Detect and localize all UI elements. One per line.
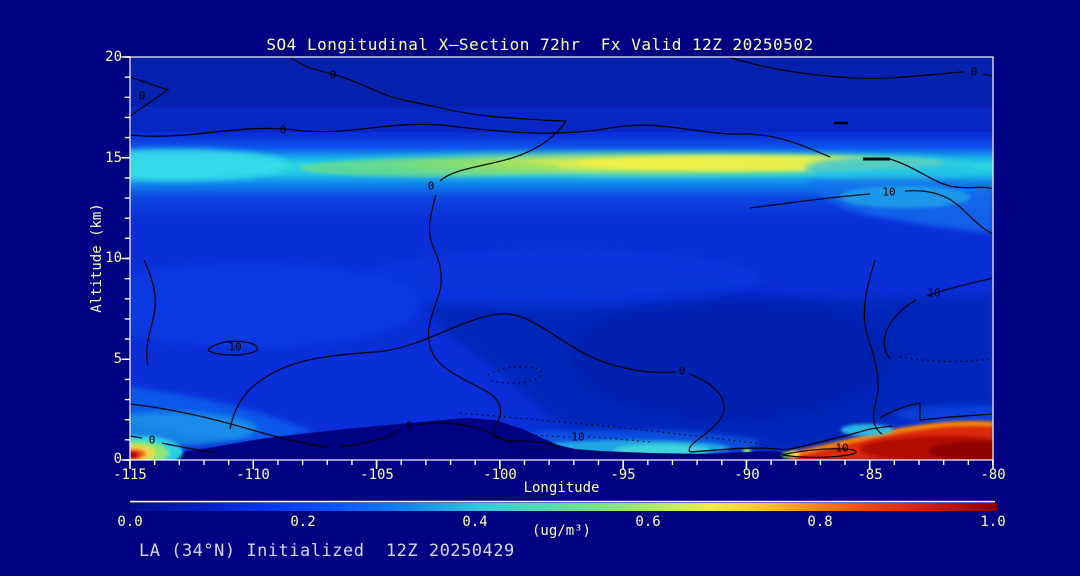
colorbar-tick-label: 0.2: [290, 514, 316, 530]
y-tick-label: 5: [113, 351, 122, 367]
contour-lines-dotted: [459, 356, 991, 456]
contour-label: 0: [427, 179, 435, 193]
terrain-silhouette: [158, 418, 993, 460]
colorbar-unit-label: (ug/m³): [531, 523, 591, 539]
colorbar-tick-label: 0.8: [807, 514, 833, 530]
contour-label: 0: [279, 123, 287, 137]
colorbar-gradient: [130, 503, 997, 511]
contour-label: 0: [148, 433, 156, 447]
y-tick-label: 0: [113, 451, 122, 467]
contour-label: 10: [927, 286, 941, 300]
x-tick-label: -95: [610, 467, 636, 483]
contour-label: 10: [571, 430, 585, 444]
x-tick-label: -105: [360, 467, 394, 483]
surface-hotspot-west: [130, 436, 183, 460]
y-tick-label: 10: [105, 250, 122, 266]
surface-hotspot-east: [782, 405, 993, 460]
contour-label: 10: [835, 441, 849, 455]
contour-label: 0: [329, 68, 337, 82]
x-axis-title: Longitude: [523, 480, 600, 496]
x-tick-label: -85: [857, 467, 883, 483]
elevated-plume-band: [130, 135, 993, 233]
plot-area: [130, 57, 993, 460]
chart-title: SO4 Longitudinal X—Section 72hr Fx Valid…: [266, 35, 814, 54]
contour-label: 0: [405, 419, 413, 433]
contour-label: 0: [678, 364, 686, 378]
colorbar-tick-label: 0.0: [117, 514, 143, 530]
contour-label: 0: [138, 89, 146, 103]
init-caption: LA (34°N) Initialized 12Z 20250429: [139, 541, 515, 561]
x-tick-label: -115: [113, 467, 147, 483]
x-tick-label: -90: [734, 467, 760, 483]
concentration-field: [130, 57, 993, 460]
colorbar-tick-label: 1.0: [980, 514, 1006, 530]
contour-lines: [130, 57, 993, 459]
colorbar-axis-line: [130, 500, 995, 503]
x-tick-label: -80: [980, 467, 1006, 483]
contour-label: 0: [970, 65, 978, 79]
x-tick-label: -110: [236, 467, 270, 483]
contour-label: 10: [228, 340, 242, 354]
colorbar-tick-label: 0.6: [635, 514, 661, 530]
colorbar-tick-label: 0.4: [462, 514, 488, 530]
y-tick-label: 20: [105, 49, 122, 65]
x-tick-label: -100: [483, 467, 517, 483]
y-tick-label: 15: [105, 150, 122, 166]
contour-label: 10: [882, 185, 896, 199]
